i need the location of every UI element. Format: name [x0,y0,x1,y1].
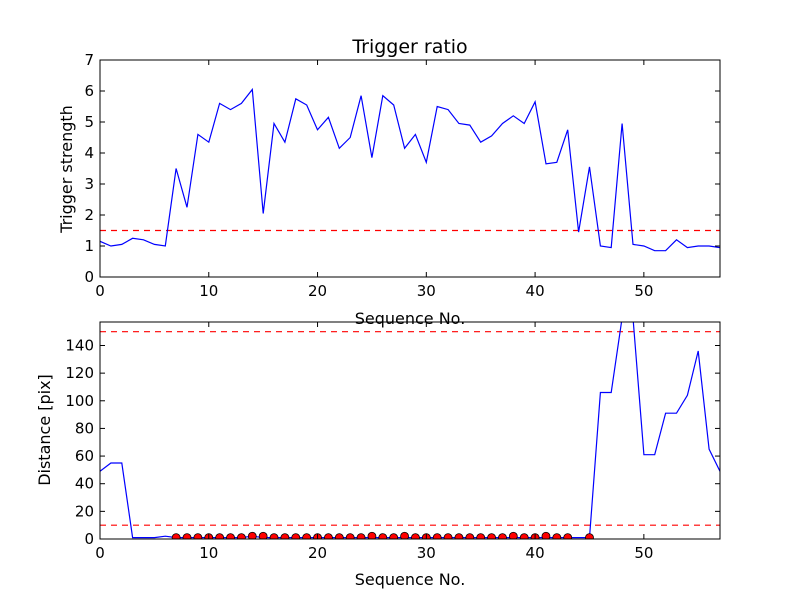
top-chart-title: Trigger ratio [351,36,467,58]
data-point [432,533,442,539]
top-chart-ylabel: Trigger strength [57,105,76,234]
data-point [454,533,464,539]
y-tick-label: 3 [84,175,94,193]
data-point [356,533,366,539]
data-point [324,533,333,539]
x-tick-label: 50 [634,544,653,562]
x-tick-label: 20 [308,282,327,300]
top-plot-area: 0 10 20 30 40 50 0 1 2 3 4 5 6 7 [84,51,721,300]
data-point [171,533,181,539]
axes-frame [99,321,721,540]
data-point [498,533,507,539]
y-tick-label: 20 [75,502,94,520]
data-point [465,533,475,539]
series-line [100,87,720,252]
x-tick-label: 10 [199,544,218,562]
y-tick-label: 80 [75,419,94,437]
data-point [258,531,268,539]
x-tick-label: 10 [199,282,218,300]
x-tick-label: 40 [526,282,545,300]
bottom-chart-xlabel: Sequence No. [355,570,466,589]
bottom-plot-area: 0 10 20 30 40 50 0 20 40 60 80 100 120 140 [65,321,721,562]
data-point [247,531,257,539]
data-point [302,533,312,539]
y-tick-label: 140 [65,336,94,354]
data-point [563,533,573,539]
y-tick-label: 4 [84,144,94,162]
data-point [280,533,290,539]
data-point [400,531,409,539]
data-point [334,533,344,539]
data-point [443,533,453,539]
x-tick-label: 40 [526,544,545,562]
x-tick-label: 0 [95,544,105,562]
data-point [269,533,279,539]
x-tick-label: 30 [417,544,436,562]
data-point [215,533,225,539]
data-point [552,533,562,539]
data-point [345,533,355,539]
data-point [193,533,203,539]
data-point [487,533,496,539]
y-tick-label: 2 [84,206,94,224]
y-tick-label: 40 [75,475,94,493]
bottom-chart-ylabel: Distance [pix] [35,374,54,486]
data-point [182,533,192,539]
y-tick-label: 5 [84,113,94,131]
bottom-chart: Sequence No. Distance [pix] 0 10 20 30 40 500… [35,321,721,589]
data-point [508,531,518,539]
y-tick-label: 0 [84,268,94,286]
y-tick-label: 6 [84,82,94,100]
data-point [389,533,399,539]
y-tick-label: 100 [65,392,94,410]
x-tick-label: 20 [308,544,327,562]
y-tick-label: 1 [84,237,94,255]
data-point [237,533,246,539]
data-point [367,531,377,539]
y-tick-label: 120 [65,364,94,382]
top-chart: Trigger ratio Sequence No. Trigger stren… [57,36,721,328]
x-tick-label: 0 [95,282,105,300]
y-tick-label: 7 [84,51,94,69]
x-tick-label: 30 [417,282,436,300]
y-tick-label: 60 [75,447,94,465]
data-point [476,533,486,539]
data-point [378,533,388,539]
data-point [519,533,529,539]
data-point [291,533,301,539]
y-tick-label: 0 [84,530,94,548]
axes-frame [99,59,721,278]
x-tick-label: 50 [634,282,653,300]
series-line [100,322,720,539]
data-point [541,531,551,539]
top-chart-xlabel: Sequence No. [355,309,466,328]
data-point [226,533,235,539]
data-point [585,533,594,539]
plot-inner [100,87,720,252]
plot-inner [100,322,720,539]
data-point [411,533,420,539]
